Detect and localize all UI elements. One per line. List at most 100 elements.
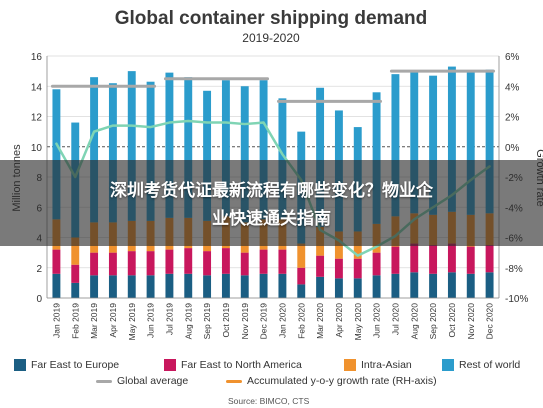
x-tick-label: Feb 2019: [70, 303, 80, 339]
bar-segment: [353, 258, 362, 279]
x-tick-label: Apr 2019: [108, 303, 118, 338]
bar-segment: [203, 90, 212, 221]
x-tick-label: May 2020: [353, 303, 363, 341]
x-tick-label: Oct 2020: [447, 303, 457, 338]
x-tick-label: Jul 2020: [390, 303, 400, 335]
x-tick-label: Oct 2019: [221, 303, 231, 338]
y2-tick-label: -10%: [505, 294, 528, 305]
bar-segment: [184, 77, 193, 218]
x-tick-label: Dec 2020: [485, 303, 495, 340]
bar-segment: [240, 252, 249, 276]
x-tick-label: Jan 2019: [51, 303, 61, 338]
bar-segment: [184, 248, 193, 274]
x-tick-label: Jun 2020: [372, 303, 382, 338]
legend-item-growth-rate: Accumulated y-o-y growth rate (RH-axis): [226, 375, 437, 387]
y-tick-label: 2: [36, 264, 42, 275]
bar-segment: [485, 272, 494, 298]
x-tick-label: Sep 2020: [428, 303, 438, 340]
bar-segment: [297, 243, 306, 268]
bar-segment: [240, 275, 249, 298]
y-tick-label: 12: [31, 113, 43, 124]
bar-segment: [127, 275, 136, 298]
bar-segment: [221, 273, 230, 298]
bar-segment: [447, 66, 456, 212]
bar-segment: [108, 252, 117, 276]
bar-segment: [372, 252, 381, 276]
y2-tick-label: -8%: [505, 264, 523, 275]
bar-segment: [165, 72, 174, 218]
bar-segment: [146, 275, 155, 298]
legend-item-global-average: Global average: [96, 375, 188, 387]
bar-segment: [334, 278, 343, 298]
x-tick-label: Mar 2020: [315, 303, 325, 339]
x-tick-label: Apr 2020: [334, 303, 344, 338]
global-average-lines: [50, 69, 496, 103]
x-tick-label: Mar 2019: [89, 303, 99, 339]
bar-segment: [466, 273, 475, 298]
legend-label: Rest of world: [459, 359, 521, 371]
x-tick-label: Dec 2019: [259, 303, 269, 340]
legend-item-intra-asian: Intra-Asian: [344, 359, 412, 371]
bar-segment: [259, 273, 268, 298]
y-tick-label: 14: [31, 82, 43, 93]
bar-segment: [108, 83, 117, 223]
bar-segment: [108, 275, 117, 298]
bar-segment: [240, 86, 249, 223]
y2-tick-label: 6%: [505, 52, 520, 63]
bar-segment: [127, 71, 136, 221]
x-tick-label: Sep 2019: [202, 303, 212, 340]
bar-segment: [278, 249, 287, 274]
bar-segment: [221, 248, 230, 274]
bar-segment: [466, 71, 475, 215]
bar-segment: [297, 284, 306, 298]
bar-segment: [334, 258, 343, 279]
legend-label: Accumulated y-o-y growth rate (RH-axis): [247, 375, 437, 387]
legend-line: [226, 379, 242, 383]
bar-segment: [90, 252, 99, 276]
bar-segment: [165, 249, 174, 274]
bar-segment: [71, 282, 80, 298]
overlay-banner: 深圳考货代证最新流程有哪些变化？物业企 业快速通关指南: [0, 160, 543, 246]
bar-segment: [316, 276, 325, 298]
legend-label: Far East to North America: [181, 359, 302, 371]
bar-segment: [71, 264, 80, 283]
y2-tick-label: 2%: [505, 113, 520, 124]
x-tick-label: Nov 2020: [466, 303, 476, 340]
x-tick-label: Aug 2020: [409, 303, 419, 340]
bar-segment: [52, 249, 61, 274]
bar-segment: [259, 80, 268, 220]
legend-swatch: [442, 359, 454, 371]
source-note: Source: BIMCO, CTS: [228, 396, 310, 406]
bar-segment: [372, 275, 381, 298]
legend: Far East to Europe Far East to North Ame…: [14, 355, 534, 389]
bar-segment: [391, 273, 400, 298]
bar-segment: [410, 272, 419, 298]
bar-segment: [391, 246, 400, 274]
bar-segment: [353, 278, 362, 298]
bar-segment: [52, 89, 61, 220]
bar-segment: [127, 251, 136, 276]
x-tick-label: Aug 2019: [183, 303, 193, 340]
bar-segment: [447, 243, 456, 273]
bar-segment: [203, 275, 212, 298]
x-tick-label: Jul 2019: [164, 303, 174, 335]
bar-segment: [485, 245, 494, 273]
y-tick-label: 16: [31, 52, 43, 63]
bar-segment: [184, 273, 193, 298]
bar-segment: [410, 243, 419, 273]
bar-segment: [165, 273, 174, 298]
legend-swatch: [344, 359, 356, 371]
legend-item-far-east-na: Far East to North America: [164, 359, 302, 371]
bar-segment: [316, 87, 325, 227]
bar-segment: [203, 251, 212, 276]
x-tick-label: May 2019: [127, 303, 137, 341]
bar-segment: [90, 275, 99, 298]
x-tick-label: Feb 2020: [296, 303, 306, 339]
legend-swatch: [164, 359, 176, 371]
legend-item-rest-of-world: Rest of world: [442, 359, 520, 371]
x-tick-label: Nov 2019: [240, 303, 250, 340]
bar-segment: [372, 92, 381, 224]
bar-segment: [71, 237, 80, 265]
x-tick-label: Jan 2020: [277, 303, 287, 338]
legend-label: Far East to Europe: [31, 359, 120, 371]
